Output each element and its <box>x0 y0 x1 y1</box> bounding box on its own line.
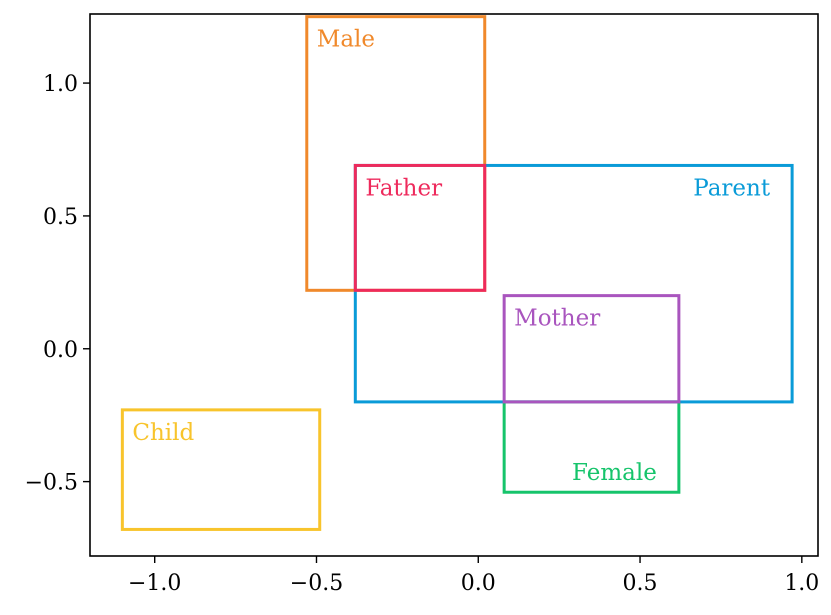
x-tick-label: −0.5 <box>290 571 343 596</box>
axes-frame <box>89 13 819 557</box>
box-label-male: Male <box>317 27 375 53</box>
box-father <box>353 163 487 292</box>
x-tick-label: 0.0 <box>461 571 496 596</box>
box-label-child: Child <box>132 420 194 446</box>
box-male <box>305 15 487 292</box>
y-tick-label: 0.0 <box>43 338 78 363</box>
box-mother <box>502 294 681 404</box>
box-label-parent: Parent <box>693 175 771 201</box>
box-label-mother: Mother <box>514 306 600 332</box>
x-tick-label: 0.5 <box>623 571 658 596</box>
box-label-female: Female <box>572 460 657 486</box>
box-label-father: Father <box>365 175 442 201</box>
box-child <box>120 408 322 531</box>
y-tick-label: −0.5 <box>25 471 78 496</box>
plot-area: Male Parent Father Female Mother Child −1.0 −0.… <box>25 13 819 596</box>
y-tick-label: 0.5 <box>43 205 78 230</box>
y-tick-label: 1.0 <box>43 72 78 97</box>
x-tick-label: 1.0 <box>784 571 819 596</box>
x-tick-label: −1.0 <box>128 571 181 596</box>
